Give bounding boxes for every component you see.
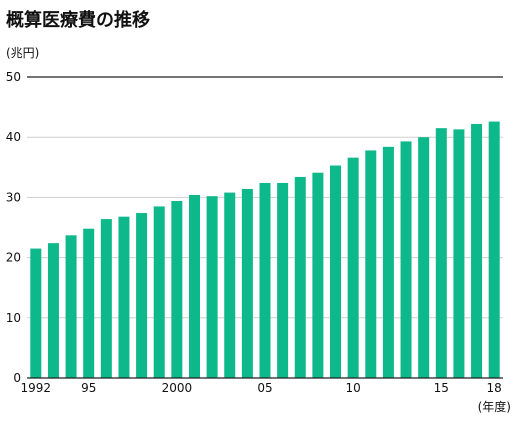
y-tick-label: 0 [13,371,21,385]
x-tick-label: 10 [346,381,361,395]
bar [118,216,130,378]
bar [30,248,42,378]
bar [365,150,377,378]
bar [188,194,200,378]
y-tick-label: 30 [6,190,21,204]
x-tick-label: 1992 [21,381,52,395]
x-tick-label: 05 [257,381,272,395]
bar [453,129,465,378]
x-tick-label: 95 [81,381,96,395]
x-tick-label: 15 [434,381,449,395]
y-tick-label: 10 [6,311,21,325]
bar [312,172,324,378]
bar [224,192,236,378]
bar [206,196,218,378]
bar [171,201,183,378]
x-tick-label: 18 [487,381,502,395]
bar [382,146,394,378]
bar [259,182,271,378]
bar [136,213,148,378]
chart-title: 概算医療費の推移 [6,10,150,31]
bar [294,176,306,378]
bar [65,235,77,378]
y-tick-label: 50 [6,70,21,84]
y-tick-label: 20 [6,251,21,265]
bar [488,121,500,378]
bar [418,137,430,378]
bar [153,206,165,378]
bar [277,182,289,378]
bar [435,128,447,378]
bar [241,188,253,378]
x-axis-unit-label: (年度) [477,400,511,414]
bar [400,141,412,378]
x-tick-label: 2000 [162,381,193,395]
bar [47,243,59,378]
bar [330,165,342,378]
y-axis-unit-label: (兆円) [6,46,40,60]
bar [100,219,112,378]
bar [83,228,95,378]
bar [471,123,483,379]
y-tick-label: 40 [6,130,21,144]
bar [347,157,359,378]
